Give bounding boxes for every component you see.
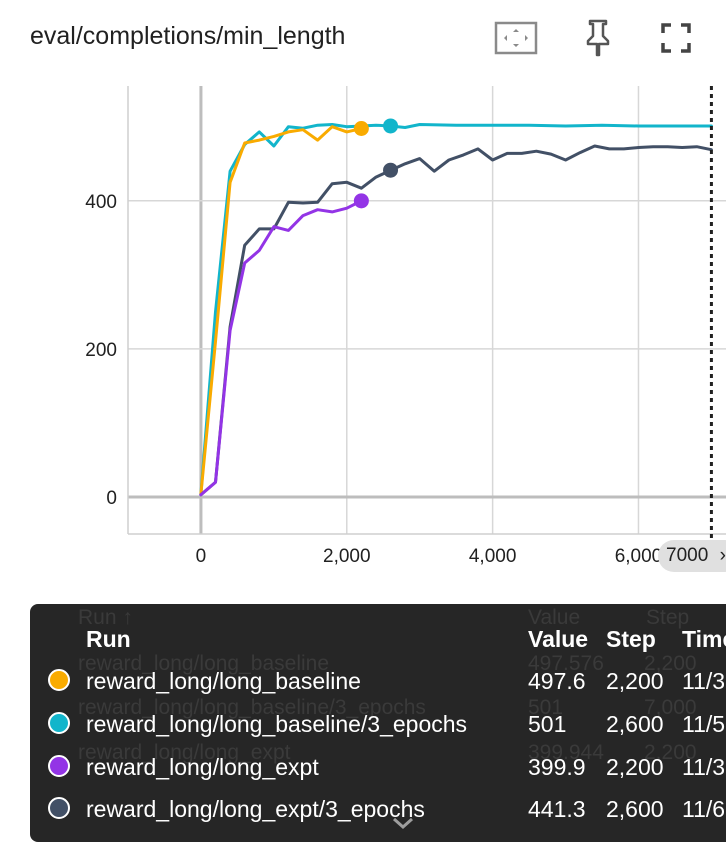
ghost-value-header: Value [528,606,581,629]
tooltip-row-value: 497.6 [528,668,586,694]
series-line [199,144,713,497]
ghost-step-header: Step [646,606,690,629]
tooltip-value-header[interactable]: Value [528,626,589,652]
series-marker [383,162,399,178]
series-marker [353,193,369,209]
x-tick-label: 6,000 [615,546,663,567]
ghost-row-value: 497.576 [528,652,604,675]
ghost-row-step: 2,200 [644,652,697,675]
x-tick-label: 0 [196,546,207,567]
tooltip-row-value: 399.9 [528,754,586,780]
tooltip-row-step: 2,200 [606,754,664,780]
x-tick-label: 4,000 [469,546,517,567]
y-tick-label: 400 [85,192,117,213]
y-tick-label: 200 [85,340,117,361]
series-line [199,123,713,496]
series-swatch [48,797,70,819]
ghost-row-run: reward_long/long_expt [78,741,291,764]
ghost-row-step: 2,200 [644,741,697,764]
tooltip-row-value: 501 [528,711,567,737]
series-line [199,199,363,497]
tooltip-row-run: reward_long/long_baseline [86,668,361,694]
series-line [199,125,363,496]
cursor-step-label: 7000 [666,545,709,566]
tooltip-time-header[interactable]: Time [682,626,726,652]
chevron-right-icon: › [719,545,726,566]
series-marker [353,121,369,137]
x-tick-label: 2,000 [323,546,371,567]
tooltip-row-time: 11/3 [682,668,726,694]
chart-title: eval/completions/min_length [30,22,346,50]
series-tooltip: Run ↑ Value Step reward_long/long_baseli… [30,604,726,842]
ghost-row-step: 7,000 [644,696,697,719]
cursor-step-badge: 7000 › [658,540,726,572]
tooltip-row-time: 11/6 [682,796,726,822]
y-tick-label: 0 [106,488,117,509]
line-chart[interactable]: 0 2,000 4,000 6,000 0 200 400 [0,0,726,600]
series-swatch [48,712,70,734]
tooltip-row-run: reward_long/long_baseline/3_epochs [86,711,468,737]
pin-icon[interactable] [576,18,620,58]
tooltip-row-value: 441.3 [528,796,586,822]
ghost-row-run: reward_long/long_baseline/3_epochs [78,696,426,719]
tooltip-step-header[interactable]: Step [606,626,656,652]
tooltip-row-run: reward_long/long_expt [86,754,319,780]
tooltip-run-header[interactable]: Run [86,626,131,652]
ghost-run-header: Run ↑ [78,606,133,629]
tooltip-row-step: 2,600 [606,711,664,737]
series-marker [383,118,399,134]
fullscreen-icon[interactable] [654,18,698,58]
tooltip-row-time: 11/5 [682,711,726,737]
tooltip-row-step: 2,600 [606,796,664,822]
tooltip-row-time: 11/3 [682,754,726,780]
fit-domain-icon[interactable] [494,18,538,58]
tooltip-row-run: reward_long/long_expt/3_epochs [86,796,425,822]
series-swatch [48,755,70,777]
ghost-row-value: 501 [528,696,564,719]
series-swatch [48,669,70,691]
ghost-row-value: 399.944 [528,741,604,764]
tooltip-row-step: 2,200 [606,668,664,694]
ghost-row-run: reward_long/long_baseline [78,652,330,675]
chevron-down-icon[interactable] [392,816,414,830]
